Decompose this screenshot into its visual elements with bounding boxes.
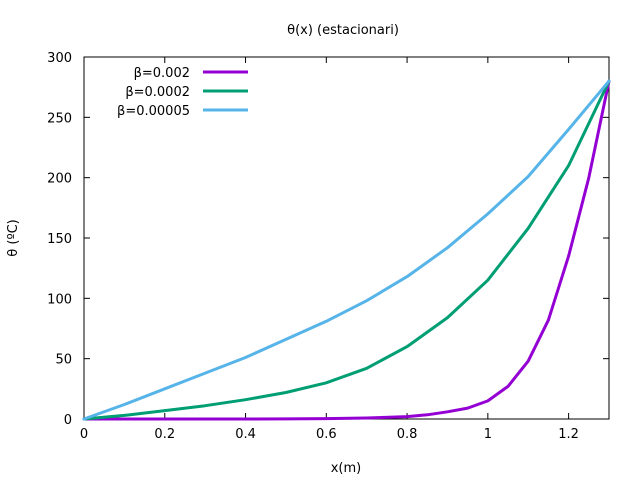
x-axis-label: x(m) xyxy=(331,461,362,476)
x-tick-label: 0.4 xyxy=(235,427,256,442)
axis-ticks: 0 0.2 0.4 0.6 0.8 1 1.2 0 50 100 150 200 250 300 xyxy=(47,51,609,442)
x-tick-label: 0.2 xyxy=(154,427,175,442)
legend: β=0.002 β=0.0002 β=0.00005 xyxy=(117,66,248,119)
series-line xyxy=(82,79,611,421)
x-tick-label: 1 xyxy=(484,427,492,442)
series-lines xyxy=(82,79,611,421)
chart-title: θ(x) (estacionari) xyxy=(287,23,399,38)
y-tick-label: 50 xyxy=(55,353,72,368)
y-axis-label: θ (ºC) xyxy=(6,219,21,256)
y-tick-label: 100 xyxy=(47,292,72,307)
legend-label: β=0.002 xyxy=(134,66,190,81)
legend-label: β=0.0002 xyxy=(125,85,190,100)
y-tick-label: 250 xyxy=(47,111,72,126)
y-tick-label: 300 xyxy=(47,51,72,66)
y-tick-label: 0 xyxy=(64,413,72,428)
y-tick-label: 200 xyxy=(47,172,72,187)
series-line xyxy=(82,79,611,421)
legend-label: β=0.00005 xyxy=(117,104,190,119)
x-tick-label: 0.8 xyxy=(397,427,418,442)
series-line xyxy=(82,79,611,421)
y-tick-label: 150 xyxy=(47,232,72,247)
x-tick-label: 0 xyxy=(80,427,88,442)
x-tick-label: 1.2 xyxy=(558,427,579,442)
x-tick-label: 0.6 xyxy=(316,427,337,442)
